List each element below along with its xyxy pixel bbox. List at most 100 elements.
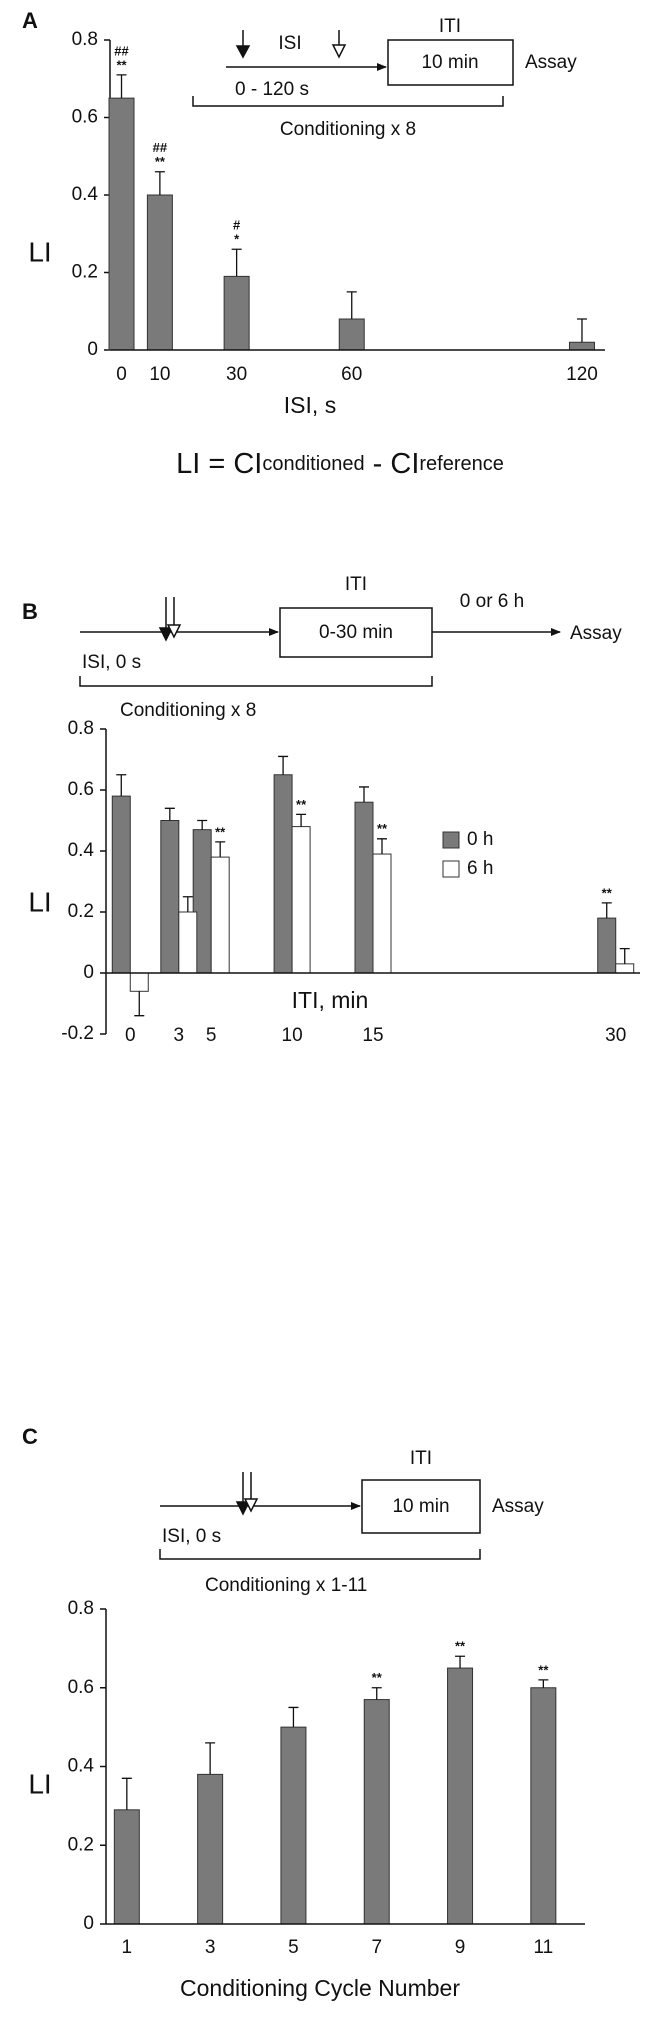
- bar: [129, 972, 149, 992]
- x-tick-label: 3: [205, 1937, 216, 1958]
- x-axis-title: Conditioning Cycle Number: [180, 1975, 460, 2001]
- schematic-label: ISI, 0 s: [82, 652, 141, 673]
- x-tick-label: 10: [149, 364, 170, 385]
- legend-swatch: [442, 831, 460, 849]
- x-tick-label: 5: [206, 1025, 217, 1046]
- schematic-label: ISI, 0 s: [162, 1526, 221, 1547]
- significance-marker: **: [116, 57, 127, 72]
- error-bar: [359, 786, 369, 803]
- error-bar: [215, 841, 226, 858]
- y-tick-label: 0.4: [68, 840, 95, 861]
- bar: [615, 963, 635, 974]
- error-bar: [455, 1655, 466, 1669]
- y-tick-label: -0.2: [61, 1023, 94, 1044]
- error-bar: [371, 1687, 382, 1700]
- error-bar: [231, 248, 242, 277]
- x-tick-label: 1: [122, 1937, 133, 1958]
- schematic-label: 0-30 min: [319, 622, 393, 643]
- panel-label: C: [22, 1424, 38, 1449]
- significance-marker: **: [455, 1639, 466, 1654]
- y-tick-label: 0.2: [68, 901, 94, 922]
- formula-subscript: conditioned: [262, 453, 364, 475]
- y-tick-label: 0: [87, 339, 98, 360]
- y-axis-title: LI: [28, 886, 51, 917]
- error-bar: [346, 291, 357, 319]
- schematic-a: ITI 10 min Assay ISI 0 - 120 s Condition…: [192, 16, 577, 140]
- error-bar: [182, 896, 193, 912]
- y-tick-label: 0.4: [72, 184, 99, 205]
- error-bar: [576, 318, 587, 343]
- error-bar: [296, 813, 307, 827]
- significance-marker: **: [602, 885, 613, 900]
- x-tick-label: 7: [371, 1937, 382, 1958]
- y-tick-label: 0.8: [68, 718, 94, 739]
- y-tick-label: 0.6: [68, 779, 94, 800]
- x-tick-label: 9: [455, 1937, 466, 1958]
- schematic-label: Assay: [570, 623, 622, 644]
- significance-marker: #: [233, 218, 241, 233]
- significance-marker: **: [215, 824, 226, 839]
- significance-marker: **: [538, 1662, 549, 1677]
- us-arrowhead: [243, 1498, 259, 1513]
- x-tick-label: 15: [362, 1025, 383, 1046]
- schematic-label: 0 - 120 s: [235, 79, 309, 100]
- formula-part: LI = CI: [176, 448, 262, 480]
- significance-marker: **: [372, 1670, 383, 1685]
- error-bar: [538, 1679, 549, 1688]
- bar: [223, 275, 250, 351]
- error-bar: [377, 838, 387, 855]
- significance-marker: ##: [153, 140, 168, 155]
- cs-arrowhead: [235, 1501, 251, 1516]
- significance-marker: **: [155, 154, 166, 169]
- x-tick-label: 10: [282, 1025, 303, 1046]
- schematic-label: ISI: [278, 33, 301, 54]
- x-tick-label: 120: [566, 364, 598, 385]
- y-tick-label: 0.8: [68, 1598, 94, 1619]
- schematic-c: ITI 10 min Assay ISI, 0 s Conditioning x…: [159, 1448, 544, 1596]
- bar: [291, 826, 311, 974]
- bar: [178, 911, 198, 974]
- bracket: [159, 1549, 481, 1560]
- x-tick-label: 0: [125, 1025, 136, 1046]
- bar: [108, 97, 135, 351]
- schematic-box: [387, 39, 514, 86]
- significance-marker: **: [377, 821, 388, 836]
- bar: [363, 1699, 390, 1925]
- schematic-label: ITI: [345, 574, 367, 595]
- bracket: [79, 676, 433, 687]
- bar: [160, 820, 180, 974]
- error-bar: [164, 807, 175, 821]
- legend-swatch: [442, 860, 460, 878]
- x-tick-label: 60: [341, 364, 362, 385]
- error-bar: [278, 755, 289, 775]
- bar: [372, 853, 392, 974]
- y-axis-title: LI: [28, 236, 51, 267]
- bar: [597, 917, 617, 974]
- formula-subscript: reference: [419, 453, 504, 475]
- bar: [447, 1667, 474, 1925]
- x-tick-label: 11: [533, 1937, 553, 1958]
- x-tick-label: 3: [174, 1025, 185, 1046]
- x-axis-title: ISI, s: [284, 392, 336, 418]
- schematic-label: Conditioning x 1-11: [205, 1575, 367, 1596]
- panel-label: B: [22, 599, 38, 624]
- y-tick-label: 0.2: [68, 1834, 94, 1855]
- x-tick-label: 5: [288, 1937, 299, 1958]
- schematic-label: ITI: [439, 16, 461, 37]
- y-tick-label: 0: [83, 962, 94, 983]
- x-tick-label: 30: [226, 364, 247, 385]
- formula-part: - CI: [373, 448, 420, 480]
- bar: [354, 801, 374, 974]
- schematic-label: Conditioning x 8: [120, 700, 256, 721]
- y-tick-label: 0.6: [68, 1677, 94, 1698]
- error-bar: [288, 1706, 299, 1728]
- us-arrowhead: [166, 624, 182, 639]
- schematic-label: Assay: [525, 52, 577, 73]
- schematic-b: ITI 0-30 min 0 or 6 h Assay ISI, 0 s Con…: [79, 574, 622, 721]
- bar: [146, 194, 173, 351]
- significance-marker: ##: [114, 43, 129, 58]
- error-bar: [601, 902, 612, 919]
- bar: [280, 1726, 307, 1925]
- error-bar: [154, 171, 165, 195]
